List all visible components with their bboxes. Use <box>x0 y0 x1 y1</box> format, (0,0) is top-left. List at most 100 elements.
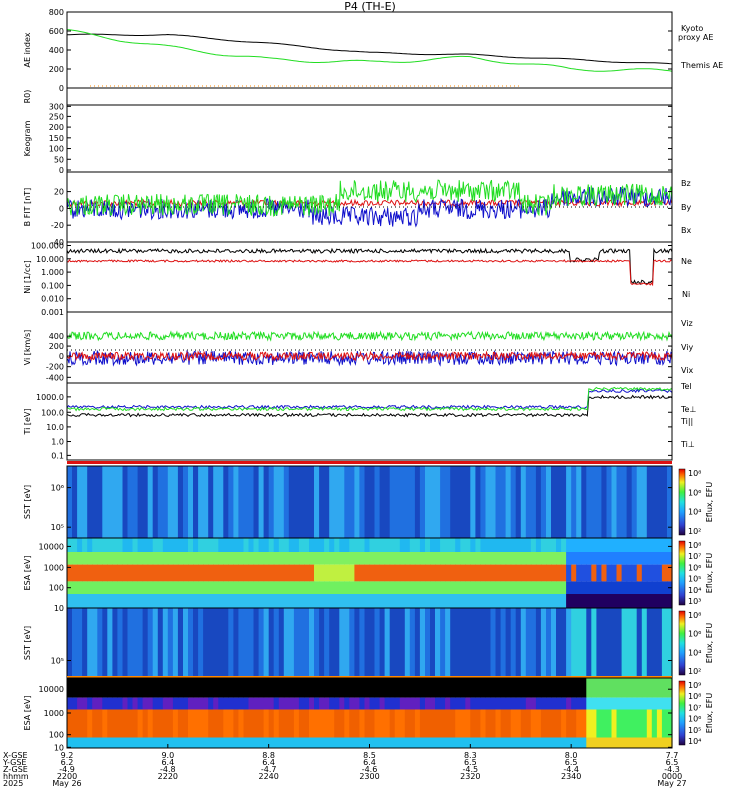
esa_e-cell <box>631 678 638 698</box>
esa_i-cell <box>162 581 169 594</box>
density-ylabel: Ni [1/cc] <box>23 260 32 294</box>
sst_e-cell <box>283 608 290 678</box>
esa_i-cell <box>77 581 83 594</box>
esa_i-cell <box>177 538 184 552</box>
esa_i-cell <box>223 581 229 594</box>
esa_i-cell <box>651 581 658 594</box>
sst_e-cell <box>455 608 461 678</box>
sst_i-cell <box>556 466 562 538</box>
esa_e-cell <box>651 737 658 748</box>
esa_i-cell <box>374 581 381 594</box>
esa_i-cell <box>177 581 184 594</box>
sst_i-cell <box>656 466 663 538</box>
esa_e-cell <box>147 678 154 698</box>
esa_i-cell <box>273 538 280 552</box>
esa_e-cell <box>425 737 431 748</box>
esa_i-cell <box>324 564 330 582</box>
sst_e-cell <box>586 608 592 678</box>
esa_e-cell <box>425 678 431 698</box>
sst_e-cell <box>87 608 93 678</box>
esa_e-cell <box>525 737 532 748</box>
footer-x-value: 9.2 <box>61 751 74 760</box>
esa_i-cell <box>77 564 83 582</box>
esa_e-cell <box>546 678 552 698</box>
esa_e-colorbar-label: Eflux, EFU <box>705 693 714 734</box>
esa_i-cell <box>465 594 471 608</box>
esa_e-cell <box>460 697 466 710</box>
sst_i-cell <box>470 466 476 538</box>
esa_i-cell <box>626 538 633 552</box>
esa_i-cell <box>430 564 436 582</box>
esa_e-cell <box>470 709 476 738</box>
esa_e-cell <box>465 697 471 710</box>
footer-x-value: 8.0 <box>565 751 578 760</box>
esa_e-cell <box>556 737 562 748</box>
esa_i-cell <box>87 552 93 565</box>
esa_i-cell <box>525 564 532 582</box>
esa_i-cell <box>435 564 441 582</box>
sst_e-cell <box>278 608 285 678</box>
esa_i-cell <box>631 564 638 582</box>
esa_i-cell <box>127 581 134 594</box>
sst_e-cell <box>147 608 154 678</box>
keogram-ytick-label: 200 <box>49 123 64 132</box>
esa_i-cell <box>344 564 350 582</box>
esa_i-cell <box>606 581 613 594</box>
esa_i-cell <box>92 564 98 582</box>
esa_i-cell <box>576 594 582 608</box>
esa_e-cell <box>248 678 255 698</box>
sst_e-cell <box>379 608 386 678</box>
esa_i-cell <box>394 581 401 594</box>
esa_i-cell <box>414 581 421 594</box>
esa_e-cell <box>162 697 169 710</box>
esa_e-cell <box>409 737 416 748</box>
esa_i-cell <box>339 581 345 594</box>
esa_i-cell <box>273 594 280 608</box>
esa_i-cell <box>651 594 658 608</box>
footer-x-value: 9.0 <box>161 751 174 760</box>
esa_i-cell <box>172 594 179 608</box>
esa_i-cell <box>334 581 340 594</box>
esa_e-cell <box>288 709 295 738</box>
esa_i-cell <box>137 538 144 552</box>
esa_e-cell <box>586 678 592 698</box>
ae-legend-kyoto: Kyoto <box>681 24 703 33</box>
esa_i-cell <box>77 552 83 565</box>
esa_i-cell <box>419 581 426 594</box>
esa_e-cell <box>162 709 169 738</box>
sst_e-cell <box>329 608 335 678</box>
temperature-ytick-label: 0.1 <box>51 451 64 460</box>
esa_i-cell <box>475 552 481 565</box>
esa_i-cell <box>147 594 154 608</box>
esa_i-cell <box>586 538 592 552</box>
esa_i-cell <box>278 594 285 608</box>
esa_e-cell <box>435 709 441 738</box>
esa_e-cell <box>329 697 335 710</box>
esa_i-cell <box>127 538 134 552</box>
velocity-ylabel: Vi [km/s] <box>23 330 32 366</box>
sst_i-cell <box>561 466 567 538</box>
esa_i-cell <box>82 594 88 608</box>
keogram-ytick-label: 150 <box>49 134 64 143</box>
esa_i-cell <box>283 552 290 565</box>
esa_i-cell <box>475 538 481 552</box>
sst_i-cell <box>339 466 345 538</box>
esa_e-cell <box>465 678 471 698</box>
esa_i-cell <box>359 552 365 565</box>
esa_e-cell <box>213 697 219 710</box>
esa_i-cell <box>485 552 492 565</box>
esa_e-cell <box>97 697 103 710</box>
esa_i-cell <box>601 581 607 594</box>
esa_e-cell <box>248 709 255 738</box>
esa_i-cell <box>440 538 446 552</box>
esa_i-cell <box>465 552 471 565</box>
esa_e-cell <box>369 709 376 738</box>
esa_i-cell <box>561 552 567 565</box>
sst_e-cell <box>122 608 129 678</box>
esa_e-cell <box>132 709 139 738</box>
esa_i-cell <box>399 538 406 552</box>
esa_i-cell <box>561 538 567 552</box>
sst_e-cell <box>248 608 255 678</box>
sst_i-cell <box>263 466 270 538</box>
sst_e-cell <box>157 608 164 678</box>
